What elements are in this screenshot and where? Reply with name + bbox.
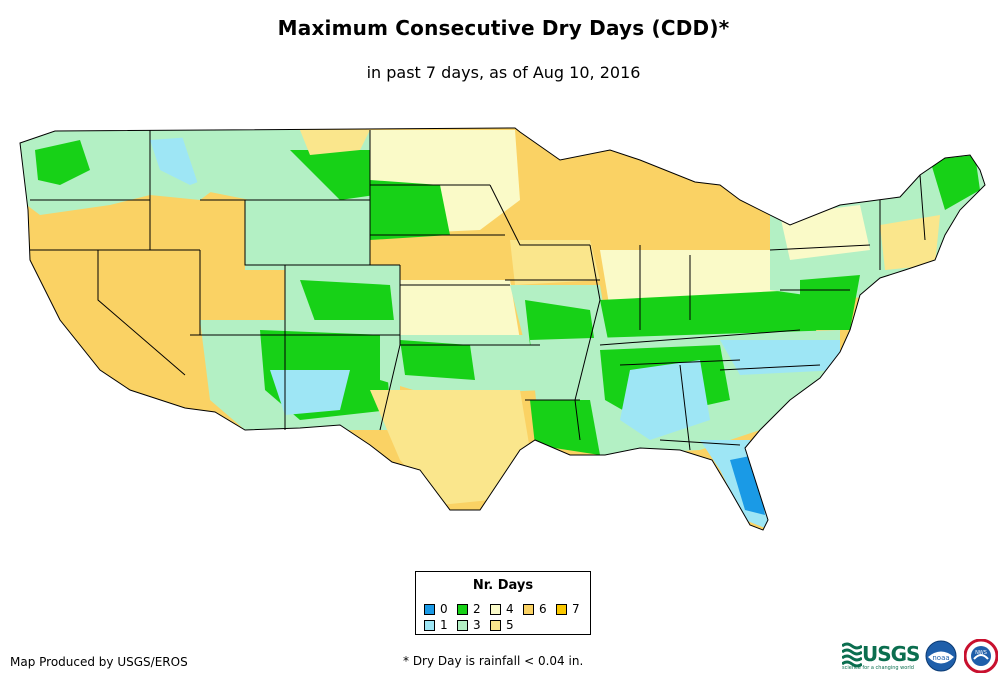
region-louisiana xyxy=(530,400,600,455)
region-sd-wet xyxy=(370,180,450,240)
nws-logo-text: NWS xyxy=(975,650,987,656)
agency-logos: USGS science for a changing world noaa N… xyxy=(840,638,1005,678)
border-mn-ia xyxy=(489,184,590,246)
region-sw-cyan xyxy=(270,370,350,415)
legend-swatch xyxy=(457,620,468,631)
region-mid-atlantic xyxy=(800,275,860,330)
usgs-logo-text: USGS xyxy=(862,642,920,666)
noaa-logo-text: noaa xyxy=(932,654,949,662)
legend-swatch xyxy=(424,604,435,615)
region-iowa xyxy=(510,240,600,285)
legend-swatch xyxy=(523,604,534,615)
border-nh-me xyxy=(919,174,926,241)
border-nc-sc xyxy=(719,364,821,371)
region-oklahoma-wet xyxy=(400,340,475,380)
legend-title: Nr. Days xyxy=(472,578,534,593)
legend-swatch xyxy=(556,604,567,615)
legend-swatch xyxy=(424,620,435,631)
border-pa-ny xyxy=(769,244,871,251)
legend-label: 4 xyxy=(506,602,514,616)
legend-label: 0 xyxy=(440,602,448,616)
region-carolinas-cyan xyxy=(720,340,840,375)
legend-label: 6 xyxy=(539,602,547,616)
region-new-england-dry xyxy=(880,215,940,270)
dry-day-footnote: * Dry Day is rainfall < 0.04 in. xyxy=(403,654,584,668)
region-florida xyxy=(700,440,770,530)
region-pnw-wet xyxy=(35,140,90,185)
legend-label: 3 xyxy=(473,618,481,632)
border-mississippi xyxy=(574,244,601,441)
usgs-tagline: science for a changing world xyxy=(842,665,914,671)
region-montana-dry xyxy=(300,130,370,155)
region-montana-wet xyxy=(290,150,375,200)
map-subtitle: in past 7 days, as of Aug 10, 2016 xyxy=(366,63,641,82)
legend-label: 7 xyxy=(572,602,580,616)
region-wyoming xyxy=(245,200,370,270)
legend-swatch xyxy=(490,604,501,615)
border-ga-fl xyxy=(659,439,741,446)
legend-label: 1 xyxy=(440,618,448,632)
legend-label: 2 xyxy=(473,602,481,616)
region-southeast-cyan xyxy=(620,360,710,440)
region-maine-wet xyxy=(930,155,980,210)
region-texas xyxy=(370,390,530,505)
legend-swatch xyxy=(490,620,501,631)
noaa-logo: noaa xyxy=(925,640,957,672)
us-dry-days-map xyxy=(19,127,986,531)
border-al-ga xyxy=(679,364,691,451)
legend: Nr. Days 0 1 2 3 4 5 6 7 xyxy=(415,571,591,635)
border-ca-nv xyxy=(97,250,186,376)
map-title: Maximum Consecutive Dry Days (CDD)* xyxy=(277,16,730,40)
us-outline xyxy=(19,127,986,531)
legend-label: 5 xyxy=(506,618,514,632)
usgs-logo-mark xyxy=(842,642,862,668)
border-tn-ms xyxy=(619,359,741,366)
state-borders xyxy=(19,127,986,531)
map-credit: Map Produced by USGS/EROS xyxy=(10,655,188,669)
region-plains xyxy=(400,280,520,345)
legend-swatch xyxy=(457,604,468,615)
border-ky-tn xyxy=(599,329,801,346)
region-missouri-wet xyxy=(525,300,595,345)
border-wy-co xyxy=(244,200,400,266)
nws-logo: NWS xyxy=(964,639,998,673)
region-midwest xyxy=(520,160,660,250)
